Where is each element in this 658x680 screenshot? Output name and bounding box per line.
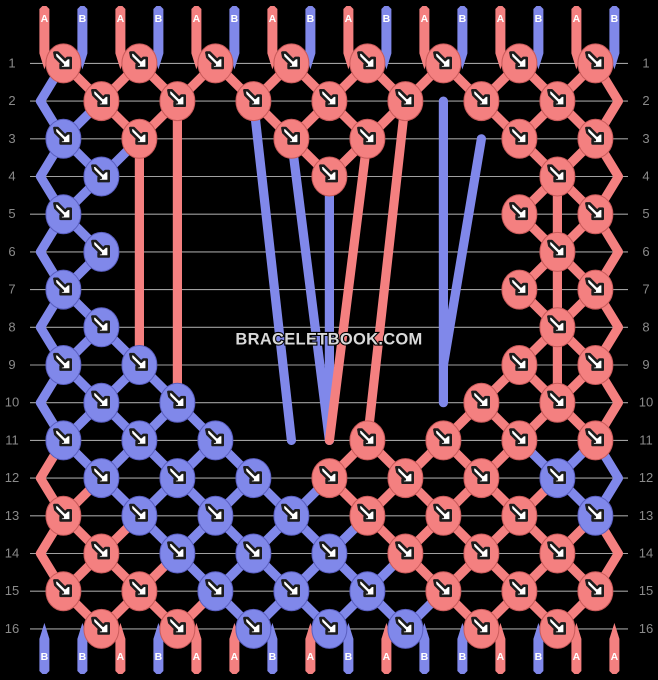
- svg-text:A: A: [573, 651, 581, 663]
- svg-text:B: B: [269, 651, 277, 663]
- svg-text:A: A: [41, 13, 49, 25]
- svg-text:B: B: [459, 13, 467, 25]
- svg-text:15: 15: [5, 583, 19, 598]
- svg-text:10: 10: [639, 395, 653, 410]
- svg-text:B: B: [383, 13, 391, 25]
- svg-text:B: B: [535, 13, 543, 25]
- svg-text:12: 12: [5, 470, 19, 485]
- svg-text:5: 5: [642, 206, 649, 221]
- svg-text:A: A: [611, 651, 619, 663]
- svg-text:B: B: [155, 651, 163, 663]
- svg-text:A: A: [269, 13, 277, 25]
- svg-text:7: 7: [8, 282, 15, 297]
- svg-text:A: A: [117, 651, 125, 663]
- svg-text:12: 12: [639, 470, 653, 485]
- svg-text:B: B: [535, 651, 543, 663]
- svg-text:6: 6: [642, 244, 649, 259]
- svg-text:8: 8: [642, 319, 649, 334]
- svg-text:BRACELETBOOK.COM: BRACELETBOOK.COM: [235, 330, 422, 348]
- svg-text:2: 2: [8, 93, 15, 108]
- svg-text:9: 9: [8, 357, 15, 372]
- svg-text:14: 14: [639, 546, 653, 561]
- svg-text:9: 9: [642, 357, 649, 372]
- svg-text:A: A: [497, 13, 505, 25]
- svg-text:4: 4: [642, 169, 649, 184]
- svg-text:A: A: [193, 651, 201, 663]
- svg-text:A: A: [421, 13, 429, 25]
- svg-text:3: 3: [8, 131, 15, 146]
- svg-text:A: A: [497, 651, 505, 663]
- svg-text:B: B: [421, 651, 429, 663]
- svg-text:2: 2: [642, 93, 649, 108]
- svg-text:B: B: [79, 13, 87, 25]
- svg-text:A: A: [117, 13, 125, 25]
- svg-text:B: B: [155, 13, 163, 25]
- svg-text:1: 1: [642, 55, 649, 70]
- svg-text:A: A: [307, 651, 315, 663]
- svg-text:4: 4: [8, 169, 15, 184]
- svg-text:10: 10: [5, 395, 19, 410]
- svg-text:B: B: [41, 651, 49, 663]
- svg-text:A: A: [193, 13, 201, 25]
- svg-text:8: 8: [8, 319, 15, 334]
- svg-text:7: 7: [642, 282, 649, 297]
- svg-text:16: 16: [639, 621, 653, 636]
- svg-text:A: A: [231, 651, 239, 663]
- svg-text:B: B: [345, 651, 353, 663]
- svg-text:11: 11: [5, 432, 19, 447]
- svg-text:B: B: [459, 651, 467, 663]
- svg-text:16: 16: [5, 621, 19, 636]
- svg-text:5: 5: [8, 206, 15, 221]
- svg-text:11: 11: [639, 432, 653, 447]
- svg-text:1: 1: [8, 55, 15, 70]
- svg-text:13: 13: [5, 508, 19, 523]
- svg-text:A: A: [383, 651, 391, 663]
- svg-text:B: B: [307, 13, 315, 25]
- svg-text:B: B: [79, 651, 87, 663]
- svg-text:B: B: [231, 13, 239, 25]
- svg-text:14: 14: [5, 546, 19, 561]
- svg-text:B: B: [611, 13, 619, 25]
- svg-text:13: 13: [639, 508, 653, 523]
- svg-text:A: A: [573, 13, 581, 25]
- svg-text:A: A: [345, 13, 353, 25]
- svg-text:3: 3: [642, 131, 649, 146]
- svg-text:15: 15: [639, 583, 653, 598]
- svg-text:6: 6: [8, 244, 15, 259]
